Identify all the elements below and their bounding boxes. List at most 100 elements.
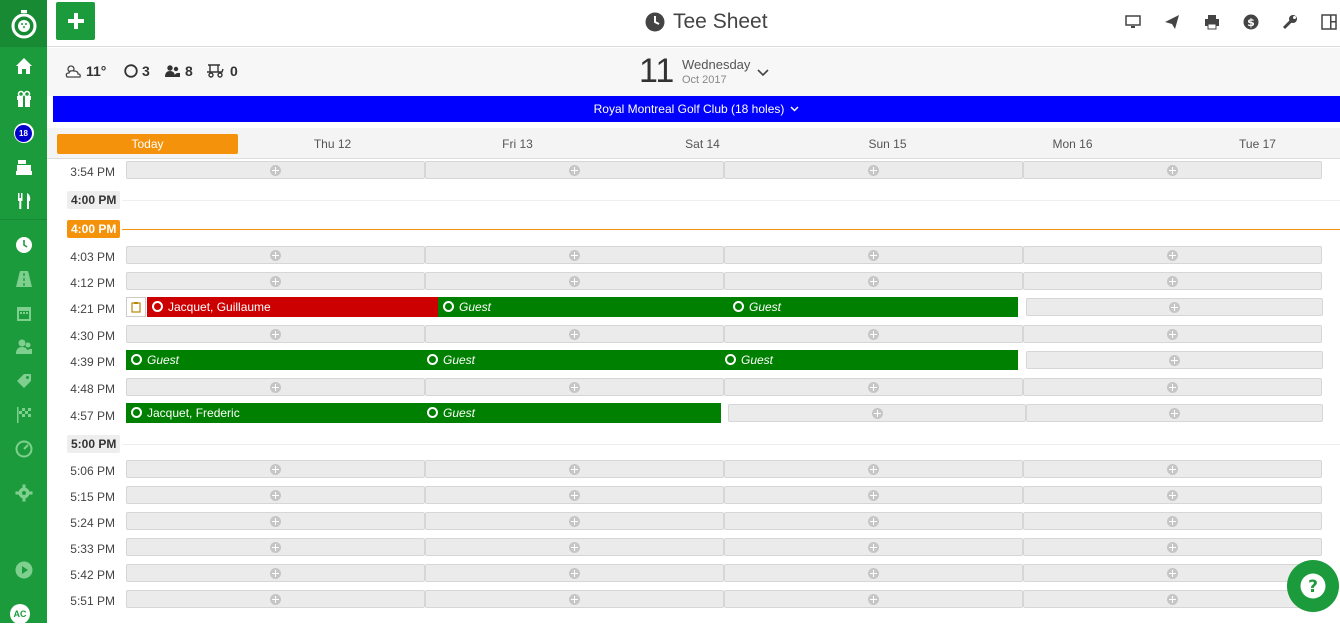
empty-tee-slot[interactable]: [728, 404, 1026, 422]
help-button[interactable]: ?: [1287, 560, 1339, 612]
empty-tee-slot[interactable]: [724, 512, 1023, 530]
players-count: 8: [185, 63, 193, 79]
booking-bar[interactable]: Jacquet, Guillaume: [147, 297, 438, 317]
empty-tee-slot[interactable]: [1023, 246, 1322, 264]
users-icon[interactable]: [0, 333, 47, 361]
calendar-icon[interactable]: [0, 299, 47, 327]
empty-tee-slot[interactable]: [126, 246, 425, 264]
empty-tee-slot[interactable]: [425, 272, 724, 290]
clipboard-note-icon[interactable]: [126, 297, 146, 317]
empty-tee-slot[interactable]: [1023, 512, 1322, 530]
tab-fri-13[interactable]: Fri 13: [502, 137, 533, 151]
empty-tee-slot[interactable]: [425, 538, 724, 556]
clock-icon[interactable]: [0, 231, 47, 259]
add-circle-icon: [1167, 541, 1178, 553]
dollar-icon[interactable]: $: [1241, 12, 1261, 32]
utensils-icon[interactable]: [0, 187, 47, 215]
tab-today[interactable]: Today: [57, 134, 238, 154]
cash-register-icon[interactable]: [0, 153, 47, 181]
empty-tee-slot[interactable]: [1023, 538, 1322, 556]
page-title: Tee Sheet: [645, 8, 768, 36]
empty-tee-slot[interactable]: [126, 272, 425, 290]
print-icon[interactable]: [1202, 12, 1222, 32]
empty-tee-slot[interactable]: [425, 325, 724, 343]
booking-bar[interactable]: Guest Guest: [438, 297, 1018, 317]
empty-tee-slot[interactable]: [126, 512, 425, 530]
empty-tee-slot[interactable]: [1023, 325, 1322, 343]
empty-tee-slot[interactable]: [1023, 460, 1322, 478]
empty-tee-slot[interactable]: [1023, 272, 1322, 290]
empty-tee-slot[interactable]: [724, 486, 1023, 504]
empty-tee-slot[interactable]: [724, 564, 1023, 582]
empty-tee-slot[interactable]: [425, 161, 724, 179]
empty-tee-slot[interactable]: [1023, 564, 1322, 582]
empty-tee-slot[interactable]: [1023, 161, 1322, 179]
holes-badge[interactable]: 18: [0, 119, 47, 147]
empty-tee-slot[interactable]: [126, 378, 425, 396]
add-circle-icon: [868, 515, 879, 527]
empty-tee-slot[interactable]: [724, 538, 1023, 556]
home-icon[interactable]: [0, 52, 47, 80]
user-avatar[interactable]: AC: [10, 604, 30, 624]
gift-icon[interactable]: [0, 85, 47, 113]
day-tabs: Today Thu 12 Fri 13 Sat 14 Sun 15 Mon 16…: [47, 128, 1340, 159]
booking-bar[interactable]: Jacquet, Frederic Guest: [126, 403, 721, 423]
empty-tee-slot[interactable]: [724, 246, 1023, 264]
empty-tee-slot[interactable]: [724, 272, 1023, 290]
add-circle-icon: [1167, 381, 1178, 393]
add-circle-icon: [1167, 463, 1178, 475]
chevron-down-icon[interactable]: [757, 66, 769, 80]
empty-tee-slot[interactable]: [1023, 378, 1322, 396]
empty-tee-slot[interactable]: [425, 460, 724, 478]
empty-tee-slot[interactable]: [126, 486, 425, 504]
add-circle-icon: [569, 275, 580, 287]
add-button[interactable]: [56, 2, 95, 40]
empty-tee-slot[interactable]: [126, 564, 425, 582]
empty-tee-slot[interactable]: [1026, 298, 1323, 316]
tab-thu-12[interactable]: Thu 12: [313, 137, 352, 151]
empty-tee-slot[interactable]: [425, 246, 724, 264]
tags-icon[interactable]: [0, 367, 47, 395]
send-icon[interactable]: [1162, 12, 1182, 32]
empty-tee-slot[interactable]: [1023, 590, 1322, 608]
add-circle-icon: [270, 593, 281, 605]
tab-tue-17[interactable]: Tue 17: [1239, 137, 1276, 151]
stopwatch-logo-icon[interactable]: [0, 0, 47, 47]
carts-count: 0: [230, 63, 238, 79]
empty-tee-slot[interactable]: [126, 460, 425, 478]
monitor-icon[interactable]: [1123, 12, 1143, 32]
empty-tee-slot[interactable]: [126, 590, 425, 608]
empty-tee-slot[interactable]: [724, 325, 1023, 343]
empty-tee-slot[interactable]: [425, 564, 724, 582]
tab-sun-15[interactable]: Sun 15: [868, 137, 907, 151]
road-icon[interactable]: [0, 265, 47, 293]
empty-tee-slot[interactable]: [425, 486, 724, 504]
empty-tee-slot[interactable]: [425, 590, 724, 608]
layout-panel-icon[interactable]: [1319, 12, 1339, 32]
empty-tee-slot[interactable]: [126, 325, 425, 343]
current-time-marker: 4:00 PM: [67, 220, 121, 238]
empty-tee-slot[interactable]: [126, 538, 425, 556]
empty-tee-slot[interactable]: [1023, 486, 1322, 504]
course-selector[interactable]: Royal Montreal Golf Club (18 holes): [53, 96, 1340, 122]
wrench-icon[interactable]: [1280, 12, 1300, 32]
booking-bar[interactable]: Guest Guest Guest: [126, 350, 1018, 370]
dashboard-gauge-icon[interactable]: [0, 435, 47, 463]
top-bar: Tee Sheet $: [47, 0, 1340, 47]
empty-tee-slot[interactable]: [724, 161, 1023, 179]
empty-tee-slot[interactable]: [126, 161, 425, 179]
golf-ball-icon: [124, 64, 138, 78]
empty-tee-slot[interactable]: [425, 378, 724, 396]
empty-tee-slot[interactable]: [724, 460, 1023, 478]
tab-sat-14[interactable]: Sat 14: [685, 137, 720, 151]
expand-play-icon[interactable]: [0, 556, 47, 584]
settings-gear-icon[interactable]: [0, 479, 47, 507]
flag-checkered-icon[interactable]: [0, 401, 47, 429]
empty-tee-slot[interactable]: [724, 378, 1023, 396]
empty-tee-slot[interactable]: [1026, 404, 1323, 422]
tab-mon-16[interactable]: Mon 16: [1052, 137, 1093, 151]
empty-tee-slot[interactable]: [1026, 351, 1323, 369]
date-day-number[interactable]: 11: [639, 52, 675, 90]
empty-tee-slot[interactable]: [425, 512, 724, 530]
empty-tee-slot[interactable]: [724, 590, 1023, 608]
